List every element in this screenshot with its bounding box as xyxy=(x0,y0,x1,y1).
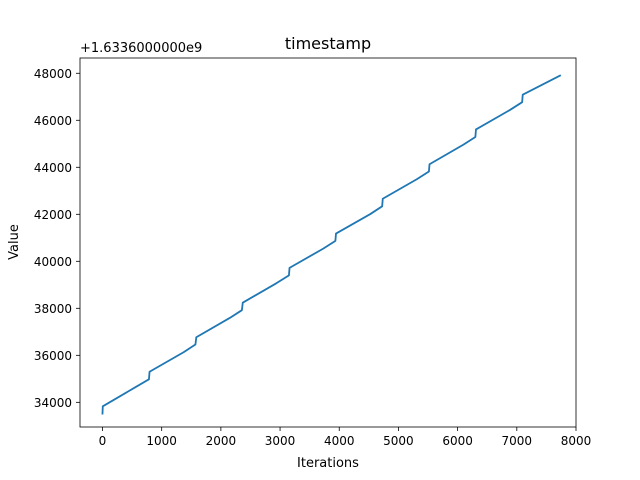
y-axis-ticks: 34000 36000 38000 40000 42000 44000 46000 48000 xyxy=(34,67,80,410)
y-tick-label: 34000 xyxy=(34,396,72,410)
x-tick-label: 6000 xyxy=(442,434,473,448)
y-tick-label: 40000 xyxy=(34,255,72,269)
y-axis-offset-label: +1.6336000000e9 xyxy=(80,41,202,56)
chart-title: timestamp xyxy=(285,34,371,53)
x-tick-label: 3000 xyxy=(265,434,296,448)
x-axis-label: Iterations xyxy=(297,456,359,471)
plot-area xyxy=(80,58,576,427)
y-tick-label: 48000 xyxy=(34,67,72,81)
y-tick-label: 46000 xyxy=(34,114,72,128)
series-group xyxy=(101,74,562,415)
plot-frame xyxy=(79,57,577,428)
x-tick-label: 0 xyxy=(99,434,107,448)
y-tick-label: 42000 xyxy=(34,208,72,222)
x-axis-ticks: 0 1000 2000 3000 4000 5000 6000 7000 8000 xyxy=(99,427,592,448)
x-tick-label: 4000 xyxy=(324,434,355,448)
x-tick-label: 8000 xyxy=(561,434,592,448)
x-tick-label: 2000 xyxy=(206,434,237,448)
y-axis-label: Value xyxy=(7,224,22,260)
y-tick-label: 36000 xyxy=(34,349,72,363)
series-line xyxy=(101,74,562,415)
x-tick-label: 1000 xyxy=(146,434,177,448)
x-tick-label: 7000 xyxy=(502,434,533,448)
y-tick-label: 44000 xyxy=(34,161,72,175)
x-tick-label: 5000 xyxy=(383,434,414,448)
y-tick-label: 38000 xyxy=(34,302,72,316)
